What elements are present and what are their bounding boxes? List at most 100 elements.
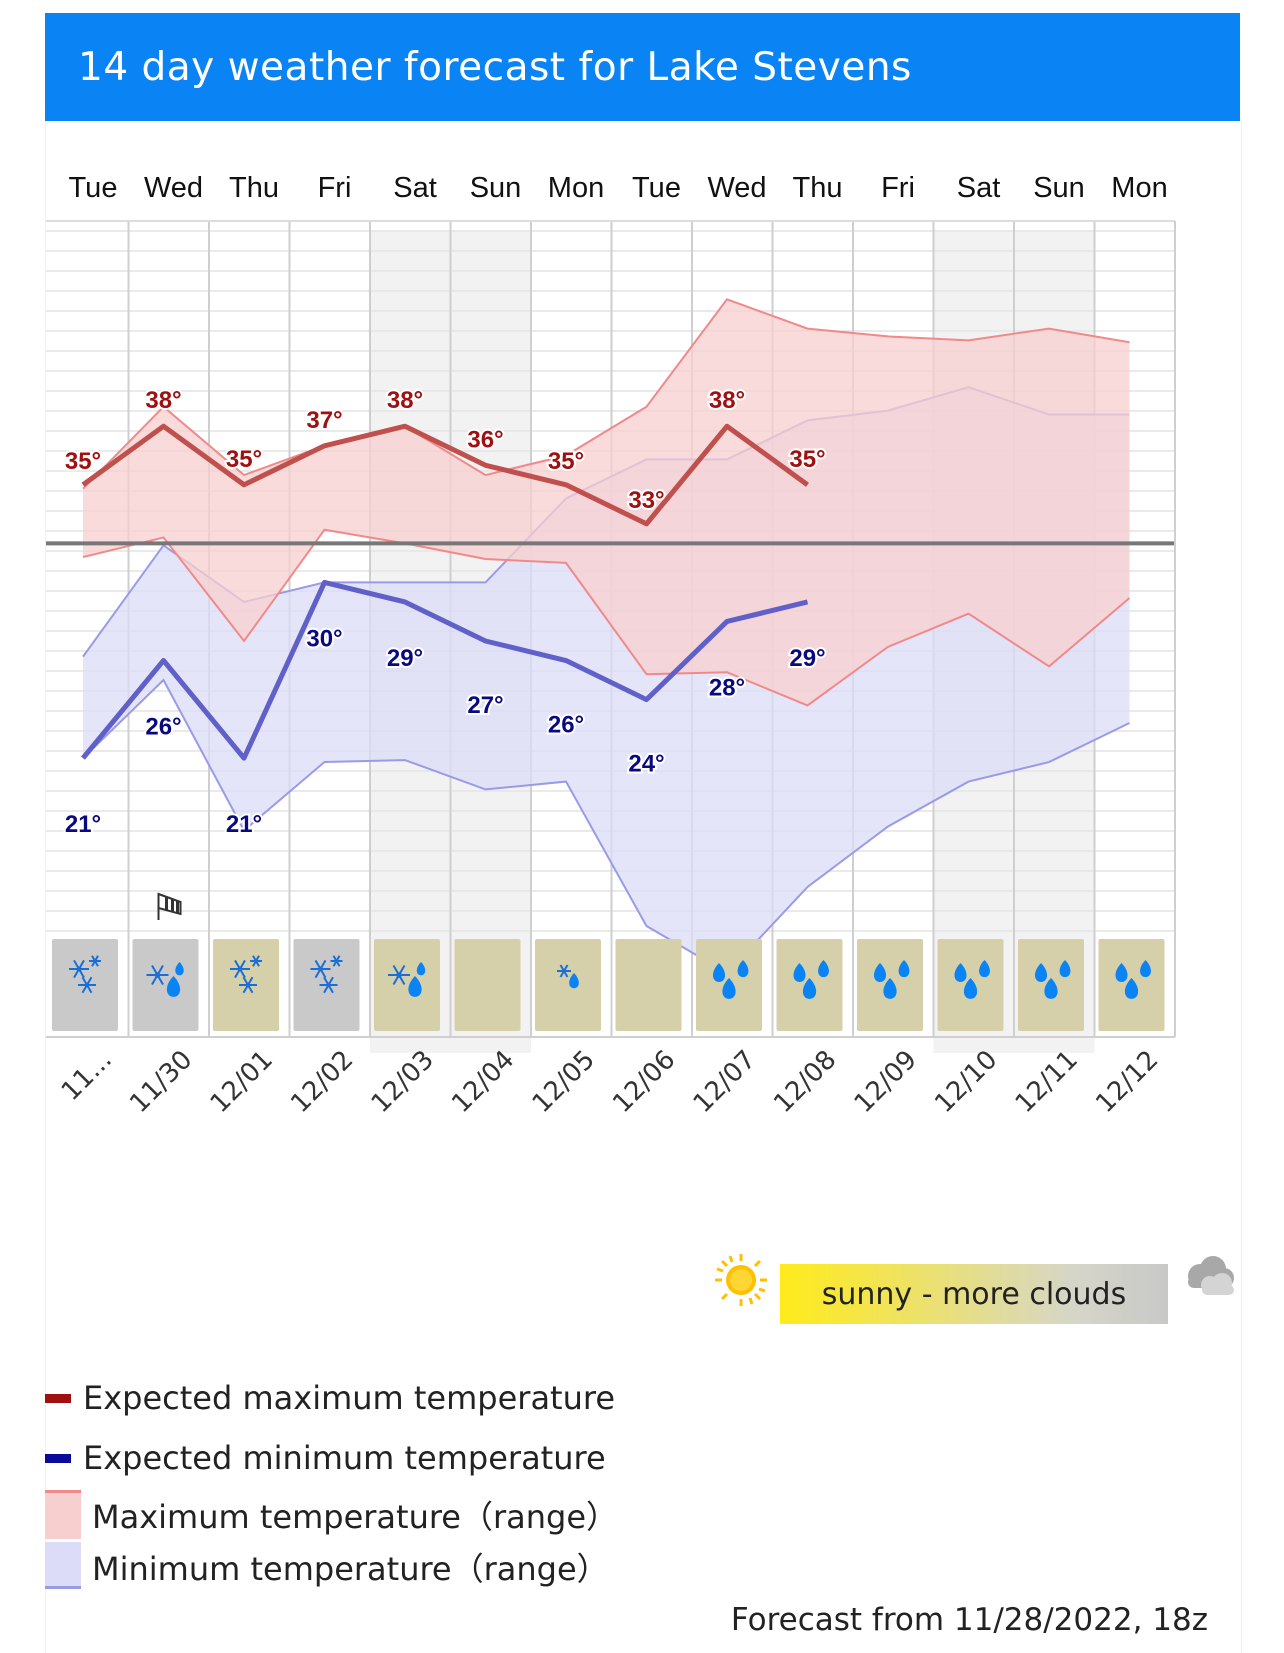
min-temperature-label: 24° (628, 751, 664, 778)
max-temperature-label: 38° (709, 387, 745, 414)
day-label: Wed (144, 172, 203, 204)
snowflake-icon-core (245, 982, 251, 988)
weather-tile (776, 939, 843, 1031)
day-label: Sun (470, 172, 522, 204)
raindrop-icon (802, 978, 817, 999)
weather-tile-background (615, 939, 682, 1031)
raindrop-icon (408, 976, 422, 997)
cloud-cover-label: sunny - more clouds (821, 1277, 1127, 1312)
weather-tile (1098, 939, 1165, 1031)
snowflake-icon (78, 976, 96, 994)
raindrop-icon (166, 976, 181, 997)
snowflake-icon-core (396, 972, 402, 978)
raindrop-icon (963, 978, 978, 999)
legend-label-max-line: Expected maximum temperature (83, 1379, 616, 1417)
legend-max-range: Maximum temperature（range） (45, 1490, 745, 1539)
weather-tile (1018, 939, 1084, 1031)
day-label: Tue (632, 172, 681, 204)
snowflake-icon-core (254, 959, 258, 963)
legend-swatch-max-range (45, 1490, 81, 1539)
day-label: Fri (881, 172, 915, 204)
forecast-chart-panel: Tue Wed Thu Fri Sat Sun Mon Tue Wed Thu Fri Sat Sun M… (45, 121, 1242, 1653)
legend-swatch-min-range (45, 1542, 81, 1589)
min-temperature-label: 26° (145, 714, 181, 741)
sun-icon (715, 1254, 767, 1306)
date-label: 12/11 (1010, 1045, 1084, 1119)
legend-label-min-range: Minimum temperature（range） (92, 1550, 609, 1588)
raindrop-icon (712, 963, 726, 982)
max-range-upper-edge (82, 298, 1130, 490)
page-header: 14 day weather forecast for Lake Stevens (45, 13, 1240, 121)
snowflake-icon (89, 955, 101, 967)
date-label: 12/01 (205, 1045, 279, 1119)
date-label: 11/30 (124, 1045, 198, 1119)
raindrop-icon (175, 962, 184, 976)
day-label: Sun (1033, 172, 1085, 204)
raindrop-icon (954, 963, 967, 982)
snowflake-icon-core (318, 966, 323, 972)
day-label: Sat (957, 172, 1001, 204)
max-temperature-label: 35° (789, 446, 825, 473)
raindrop-icon (873, 963, 887, 982)
min-temperature-line (81, 579, 809, 761)
min-temperature-label: 29° (387, 645, 423, 672)
min-temperature-label: 27° (467, 692, 503, 719)
min-temperature-label: 28° (709, 674, 745, 701)
date-label: 12/04 (446, 1045, 520, 1119)
snowflake-icon (388, 964, 410, 986)
weather-tile (374, 939, 440, 1031)
weather-tile (696, 939, 762, 1031)
weather-tile-background (374, 939, 440, 1031)
weather-tile (293, 939, 360, 1031)
min-temperature-label: 30° (306, 625, 342, 652)
weather-tile (937, 939, 1004, 1031)
date-label: 12/07 (688, 1045, 762, 1119)
snowflake-icon (557, 964, 571, 978)
weather-tile (454, 939, 521, 1031)
legend-min-range: Minimum temperature（range） (45, 1542, 745, 1589)
snowflake-icon (230, 959, 250, 979)
min-temperature-label: 29° (789, 645, 825, 672)
legend-max-line: Expected maximum temperature (45, 1377, 745, 1421)
weather-tile (52, 939, 118, 1031)
wind-icon (157, 892, 182, 920)
max-temperature-label: 38° (145, 387, 181, 414)
date-label: 12/09 (849, 1045, 923, 1119)
date-label: 12/03 (366, 1045, 440, 1119)
raindrop-icon (883, 978, 897, 999)
snowflake-icon (310, 959, 331, 979)
raindrop-icon (1115, 963, 1128, 982)
min-temperature-label: 21° (65, 811, 101, 838)
raindrop-icon (569, 973, 579, 989)
weather-tile-background (132, 939, 199, 1031)
day-label: Wed (707, 172, 766, 204)
max-temperature-label: 37° (306, 407, 342, 434)
weather-tile (213, 939, 279, 1031)
raindrop-icon (979, 960, 990, 978)
snowflake-icon-core (76, 966, 82, 972)
snowflake-icon (330, 955, 343, 967)
snowflake-icon-core (93, 959, 97, 963)
date-label: 12/02 (285, 1045, 359, 1119)
cloud-cover-scale: sunny - more clouds (780, 1264, 1168, 1324)
date-label: 12/06 (607, 1045, 681, 1119)
raindrop-icon (793, 963, 806, 982)
max-temperature-label: 35° (65, 448, 101, 475)
weather-tile (857, 939, 923, 1031)
min-temperature-label: 26° (548, 712, 584, 739)
day-label: Fri (318, 172, 352, 204)
weather-tile (615, 939, 682, 1031)
max-temperature-label: 35° (548, 448, 584, 475)
cloud-icon (1188, 1256, 1234, 1295)
raindrop-icon (898, 960, 910, 978)
raindrop-icon (737, 960, 749, 978)
raindrop-icon (416, 962, 426, 976)
max-temperature-label: 36° (467, 426, 503, 453)
raindrop-icon (722, 978, 736, 999)
max-temperature-label: 33° (628, 487, 664, 514)
page-title: 14 day weather forecast for Lake Stevens (78, 45, 912, 90)
day-label: Thu (793, 172, 843, 204)
raindrop-icon (1059, 960, 1071, 978)
max-temperature-label: 38° (387, 387, 423, 414)
forecast-footnote: Forecast from 11/28/2022, 18z (730, 1602, 1208, 1638)
